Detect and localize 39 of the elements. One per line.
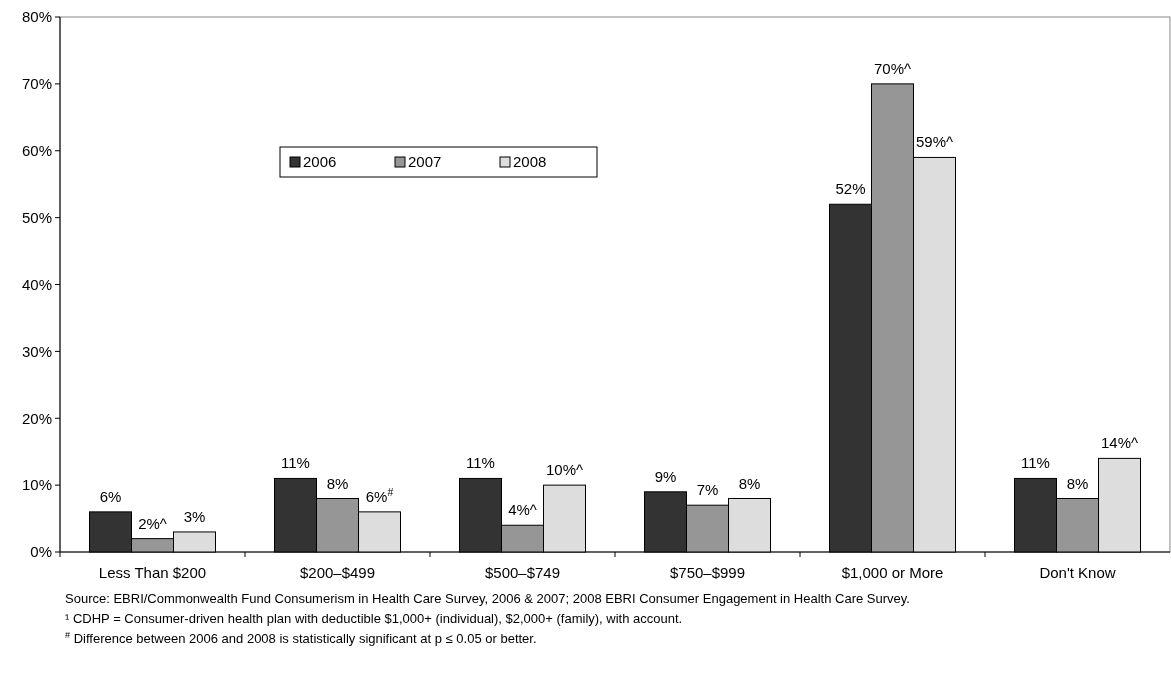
data-label: 6%$^{#}$ — [365, 485, 394, 505]
data-label: 4%^ — [508, 501, 537, 519]
text: $^{#}$ Difference between 2006 and 2008 is statistically significant at p ≤ 0.05 or better. — [65, 630, 537, 646]
x-tick-label: $500–$749 — [484, 564, 561, 581]
x-tick-label: Less Than $200 — [98, 564, 207, 581]
x-tick-label: $750–$999 — [669, 564, 746, 581]
x-tick-label: $1,000 or More — [841, 564, 944, 581]
data-label: 70%^ — [873, 59, 912, 77]
x-tick-label: Don't Know — [1039, 564, 1116, 581]
data-label: 11% — [281, 454, 310, 472]
y-tick-label: 10% — [21, 476, 52, 494]
data-label: 59%^ — [915, 133, 954, 151]
data-label: 9% — [654, 467, 677, 485]
data-label: 6% — [99, 487, 122, 505]
y-tick-label: 0% — [30, 543, 52, 561]
source-note: Source: EBRI/Commonwealth Fund Consumerism in Health Care Survey, 2006 & 2007; 2008 EBRI Consumer Engagement in Health Care Survey. — [65, 591, 910, 606]
data-label: 7% — [696, 481, 719, 499]
data-label: 11% — [1021, 454, 1050, 472]
y-tick-label: 60% — [21, 142, 52, 159]
y-tick-label: 80% — [21, 8, 52, 26]
y-tick-label: 50% — [21, 208, 52, 226]
y-tick-label: 40% — [21, 275, 52, 293]
data-label: 14%^ — [1100, 434, 1139, 452]
y-tick-label: 30% — [21, 342, 52, 360]
y-tick-label: 70% — [21, 75, 52, 93]
text: ¹ CDHP = Consumer-driven health plan with deductible $1,000+ (individual), $2,000+ (family), with account. — [65, 611, 683, 626]
data-label: 8% — [1066, 474, 1089, 492]
data-label: 10%^ — [545, 461, 584, 479]
x-tick-label: $200–$499 — [299, 564, 376, 581]
legend-label: 2008 — [513, 153, 547, 171]
data-label: 8% — [738, 474, 761, 492]
legend-label: 2007 — [408, 153, 442, 171]
data-label: 2%^ — [138, 514, 167, 532]
data-label: 8% — [326, 474, 349, 492]
y-tick-label: 20% — [21, 409, 52, 427]
data-label: 3% — [183, 507, 206, 525]
data-label: 11% — [466, 454, 495, 472]
data-label: 52% — [835, 180, 866, 198]
legend-label: 2006 — [303, 153, 337, 171]
